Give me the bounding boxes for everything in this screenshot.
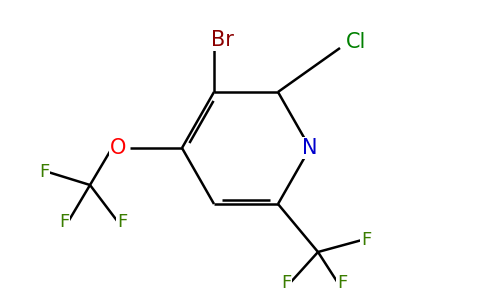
Text: O: O xyxy=(110,138,126,158)
Text: Cl: Cl xyxy=(346,32,366,52)
Text: Br: Br xyxy=(211,30,233,50)
Text: F: F xyxy=(59,213,69,231)
Text: F: F xyxy=(281,274,291,292)
Text: F: F xyxy=(337,274,347,292)
Text: F: F xyxy=(39,163,49,181)
Text: F: F xyxy=(117,213,127,231)
Text: F: F xyxy=(361,231,371,249)
Text: N: N xyxy=(302,138,318,158)
